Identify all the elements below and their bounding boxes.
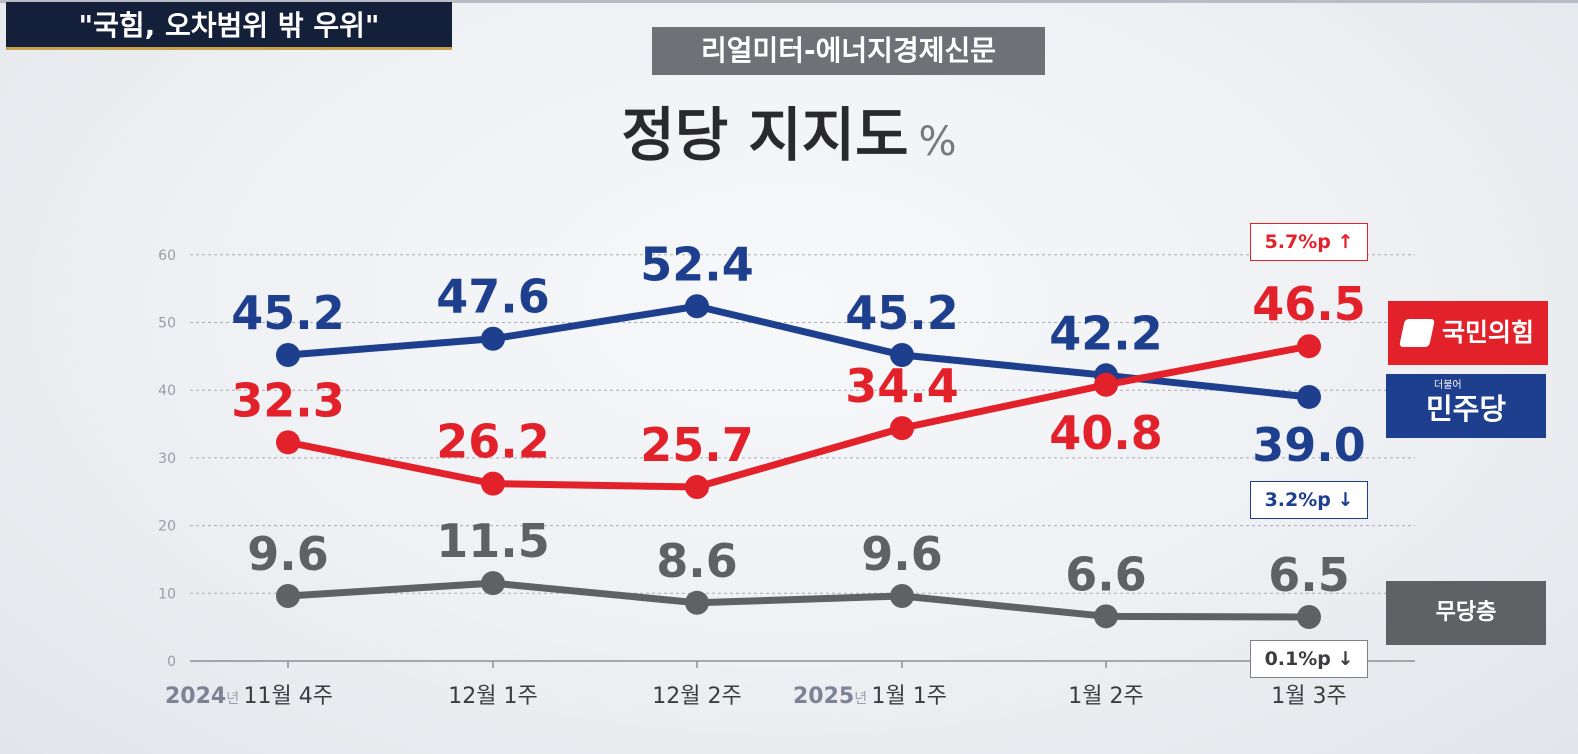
- data-point-ppp: [1297, 334, 1321, 359]
- dem-change-badge: 3.2%p ↓: [1250, 481, 1368, 519]
- data-label-ppp: 40.8: [1049, 406, 1163, 460]
- data-point-dem: [481, 326, 505, 351]
- data-label-ppp: 46.5: [1252, 277, 1366, 331]
- chart-unit: %: [918, 119, 957, 165]
- y-tick-label: 50: [158, 316, 176, 332]
- data-label-dem: 39.0: [1252, 418, 1366, 472]
- data-point-dem: [890, 342, 914, 367]
- data-point-ppp: [1094, 372, 1118, 397]
- x-tick-period: 1월 1주: [872, 684, 947, 709]
- data-point-dem: [276, 342, 300, 367]
- ppp-change-badge: 5.7%p ↑: [1250, 223, 1368, 261]
- data-label-dem: 42.2: [1049, 306, 1163, 360]
- x-tick-year-unit: 년: [226, 691, 243, 707]
- x-tick-label: 2024년 11월 4주: [165, 684, 333, 709]
- data-point-none: [481, 571, 505, 596]
- data-point-none: [1297, 604, 1321, 629]
- x-tick-year-unit: 년: [854, 691, 871, 707]
- headline-caption: "국힘, 오차범위 밖 우위": [6, 2, 452, 50]
- legend-ppp-label: 국민의힘: [1441, 318, 1534, 347]
- data-label-dem: 45.2: [845, 286, 959, 340]
- independent-change-badge: 0.1%p ↓: [1250, 640, 1368, 678]
- legend-dem: 더불어 민주당: [1386, 374, 1546, 438]
- x-tick-label: 12월 1주: [448, 684, 537, 709]
- data-label-dem: 52.4: [640, 237, 754, 291]
- data-point-ppp: [890, 416, 914, 441]
- data-label-none: 6.5: [1268, 548, 1350, 602]
- top-border: [0, 0, 1578, 3]
- legend-ppp: 국민의힘: [1388, 301, 1548, 365]
- data-label-ppp: 26.2: [436, 415, 550, 469]
- y-tick-label: 0: [167, 654, 176, 670]
- x-tick-label: 1월 2주: [1068, 684, 1143, 709]
- data-point-none: [276, 584, 300, 609]
- data-point-ppp: [481, 471, 505, 496]
- series-line-ppp: [284, 342, 1313, 491]
- data-label-dem: 45.2: [231, 286, 345, 340]
- data-label-none: 8.6: [656, 534, 738, 588]
- legend-independent: 무당층: [1386, 581, 1546, 645]
- x-tick-period: 11월 4주: [244, 684, 333, 709]
- y-tick-label: 20: [158, 519, 176, 535]
- x-tick-year: 2024: [165, 684, 226, 709]
- x-tick-year: 2025: [793, 684, 854, 709]
- data-point-dem: [685, 294, 709, 319]
- chart-title-text: 정당 지지도: [621, 101, 909, 169]
- data-point-none: [1094, 604, 1118, 629]
- data-label-none: 9.6: [861, 527, 943, 581]
- data-label-none: 11.5: [436, 514, 550, 568]
- data-label-ppp: 32.3: [231, 373, 345, 427]
- chart-title: 정당 지지도%: [0, 88, 1578, 172]
- data-point-ppp: [685, 475, 709, 500]
- data-point-dem: [1297, 384, 1321, 409]
- data-label-ppp: 25.7: [640, 418, 754, 472]
- data-point-ppp: [276, 430, 300, 455]
- y-tick-label: 60: [158, 248, 176, 264]
- x-tick-label: 2025년 1월 1주: [793, 684, 947, 709]
- series-line-none: [284, 579, 1313, 621]
- y-tick-label: 10: [158, 586, 176, 602]
- legend-dem-label: 민주당: [1425, 392, 1507, 426]
- data-label-none: 6.6: [1065, 547, 1147, 601]
- data-label-none: 9.6: [247, 527, 329, 581]
- y-tick-label: 30: [158, 451, 176, 467]
- x-tick-label: 1월 3주: [1271, 684, 1346, 709]
- data-label-dem: 47.6: [436, 270, 550, 324]
- data-point-none: [890, 584, 914, 609]
- ppp-logo-icon: [1399, 319, 1435, 347]
- data-label-ppp: 34.4: [845, 359, 959, 413]
- legend-dem-sub-label: 더불어: [1434, 380, 1462, 391]
- data-point-none: [685, 590, 709, 615]
- legend-independent-label: 무당층: [1435, 600, 1497, 625]
- x-tick-label: 12월 2주: [652, 684, 741, 709]
- poll-source-label: 리얼미터-에너지경제신문: [652, 27, 1045, 75]
- y-tick-label: 40: [158, 383, 176, 399]
